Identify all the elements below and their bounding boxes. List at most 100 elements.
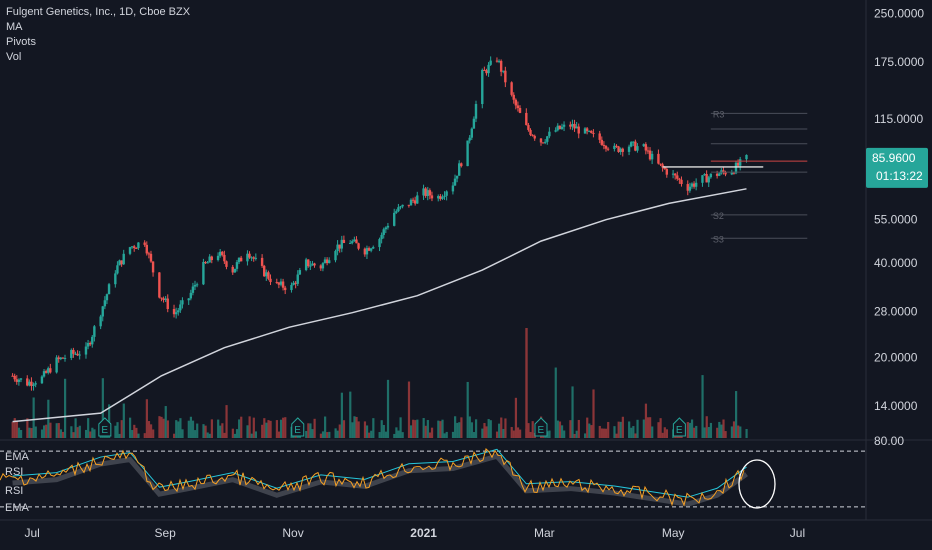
volume-bar [621, 416, 624, 438]
candle-body [707, 177, 710, 183]
candle-body [28, 381, 31, 386]
candle-body [34, 383, 37, 385]
volume-bar [695, 425, 698, 438]
highlight-circle [738, 459, 776, 509]
y-tick-label: 40.0000 [874, 256, 918, 270]
volume-bar [514, 397, 518, 438]
volume-bar [495, 431, 499, 438]
candle-body [556, 125, 559, 131]
volume-bar [468, 416, 471, 438]
chart-legend: Fulgent Genetics, Inc., 1D, Cboe BZX MA … [6, 5, 190, 65]
rsi-panel-label: EMA [5, 451, 30, 463]
svg-text:E: E [294, 425, 301, 436]
candle-body [694, 182, 698, 187]
volume-bar [649, 417, 652, 438]
candle-body [384, 227, 388, 230]
volume-bar [571, 386, 574, 438]
volume-bar [628, 421, 631, 438]
candle-body [554, 130, 557, 132]
candle-body [481, 69, 484, 105]
volume-bar [118, 433, 121, 438]
volume-bar [474, 419, 478, 438]
candle-body [107, 284, 111, 295]
candle-body [233, 268, 237, 273]
volume-bar [705, 416, 708, 438]
volume-bar [516, 427, 520, 438]
volume-bar [133, 424, 136, 438]
earnings-marker: E [98, 417, 112, 437]
candle-body [19, 378, 23, 380]
candle-body [378, 239, 381, 248]
candle-body [665, 169, 668, 175]
volume-bar [548, 430, 551, 438]
candle-body [401, 204, 404, 207]
volume-bar [414, 420, 417, 438]
volume-bar [615, 433, 618, 438]
candle-body [279, 281, 283, 285]
candle-body [617, 146, 620, 152]
volume-bar [252, 417, 255, 438]
volume-bar [158, 416, 161, 438]
candle-body [164, 298, 167, 301]
y-tick-label: 28.0000 [874, 305, 918, 319]
candle-body [397, 207, 400, 212]
candle-body [386, 225, 390, 228]
candle-body [514, 99, 518, 106]
candle-body [210, 256, 213, 261]
volume-bar [590, 425, 593, 438]
legend-item-pivots[interactable]: Pivots [6, 36, 36, 48]
candle-body [441, 196, 444, 199]
volume-bar [72, 432, 75, 438]
volume-bar [282, 417, 285, 438]
volume-bar [718, 421, 721, 438]
volume-bar [17, 427, 21, 438]
candle-body [128, 247, 132, 254]
earnings-marker: E [672, 417, 686, 437]
candle-body [74, 353, 77, 355]
legend-item-ma[interactable]: MA [6, 21, 23, 33]
candle-body [546, 136, 549, 142]
x-tick-label: 2021 [410, 526, 437, 540]
candle-body [158, 272, 161, 298]
candle-body [732, 172, 736, 174]
chart-title: Fulgent Genetics, Inc., 1D, Cboe BZX [6, 6, 191, 18]
candle-body [84, 346, 88, 355]
volume-bar [560, 425, 564, 438]
volume-bar [598, 425, 601, 438]
volume-bar [613, 426, 616, 438]
volume-bar [250, 433, 253, 438]
candle-body [577, 126, 580, 134]
candle-body [724, 171, 727, 175]
candle-body [466, 140, 469, 167]
candle-body [353, 239, 356, 242]
candle-body [179, 304, 182, 311]
volume-bar [510, 427, 513, 438]
volume-bar [235, 429, 239, 438]
x-tick-label: Jul [24, 526, 39, 540]
volume-bar [93, 429, 96, 438]
candle-body [499, 60, 503, 72]
candle-body [57, 357, 60, 360]
candle-body [328, 260, 331, 264]
volume-bar [693, 427, 696, 438]
candle-body [103, 300, 107, 307]
volume-bar [600, 428, 603, 438]
legend-item-vol[interactable]: Vol [6, 51, 22, 63]
candle-body [680, 179, 683, 185]
candle-body [116, 265, 119, 274]
candle-body [443, 195, 446, 197]
candle-body [147, 253, 151, 255]
pivot-label-s3: S3 [713, 234, 724, 244]
volume-bar [642, 419, 645, 438]
volume-bar [351, 422, 354, 438]
volume-bar [149, 424, 153, 438]
volume-bar [378, 432, 381, 438]
volume-bar [500, 417, 503, 438]
volume-bar [422, 418, 425, 438]
rsi-panel-label: RSI [5, 466, 23, 478]
candle-body [275, 282, 278, 284]
volume-bar [487, 419, 490, 438]
volume-bar [437, 420, 440, 438]
volume-bar [686, 422, 689, 438]
